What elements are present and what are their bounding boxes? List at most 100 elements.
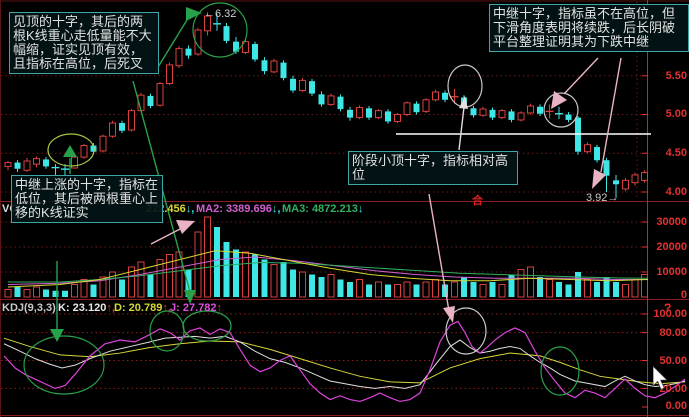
- price-axis-label: 4.50: [665, 147, 687, 159]
- volume-bar: [394, 284, 401, 298]
- up-arrow-icon: ↑,: [162, 302, 171, 314]
- candle-up: [156, 83, 164, 106]
- volume-bar: [537, 277, 543, 297]
- candle-up: [622, 179, 629, 190]
- volume-bar: [517, 269, 525, 298]
- volume-bar: [527, 266, 534, 298]
- volume-bar: [119, 279, 125, 297]
- candle-up: [356, 107, 363, 119]
- volume-bar: [584, 279, 591, 298]
- volume-bar: [280, 262, 287, 297]
- volume-bar: [594, 282, 600, 297]
- candle-down: [14, 162, 21, 169]
- peak-price-label: ←6.32: [204, 8, 237, 20]
- volume-axis-label: 30000: [656, 216, 687, 228]
- up-arrow-icon: ↑: [216, 302, 222, 314]
- candle-down: [280, 62, 287, 79]
- volume-axis-label: 20000: [656, 241, 687, 253]
- candle-down: [470, 108, 477, 116]
- annotation-circle: [23, 335, 105, 395]
- volume-bar: [252, 254, 258, 297]
- volume-bar: [403, 281, 411, 298]
- candle-down: [366, 108, 372, 118]
- candle-down: [613, 180, 619, 185]
- annotation-arrow-shaft: [428, 193, 450, 312]
- volume-bar: [62, 290, 68, 297]
- candle-up: [109, 122, 116, 137]
- candle-up: [166, 64, 173, 85]
- candle-up: [641, 172, 648, 181]
- annotation-arrow-head: [443, 306, 455, 323]
- volume-axis-label: 0: [680, 289, 687, 301]
- candle-down: [537, 106, 543, 114]
- volume-bar: [147, 274, 154, 297]
- watermark-glyph: 合: [472, 195, 483, 207]
- volume-bar: [327, 274, 335, 298]
- volume-bar: [565, 284, 572, 297]
- volume-bar: [337, 279, 344, 297]
- volume-bar: [214, 227, 220, 297]
- volume-bar: [90, 284, 97, 297]
- volume-bar: [461, 277, 467, 297]
- down-arrow-icon: ↓,: [185, 203, 195, 215]
- volume-bar: [347, 282, 353, 297]
- k-number: K: 23.120: [58, 302, 107, 314]
- down-arrow-icon: ↓,: [271, 203, 281, 215]
- price-axis-label: 5.50: [665, 70, 687, 82]
- candle-up: [422, 99, 430, 112]
- annotation-arrow-head: [176, 220, 195, 234]
- volume-bar: [233, 249, 239, 297]
- volume-bar: [270, 264, 278, 298]
- volume-bar: [385, 284, 391, 297]
- volume-bar: [99, 276, 107, 298]
- d-number: D: 20.789: [114, 302, 163, 314]
- candle-down: [565, 114, 572, 120]
- red-question-marker: ?: [664, 301, 672, 315]
- candle-up: [194, 29, 202, 55]
- annotation-circle: [543, 92, 579, 128]
- annotation-arrow-head: [186, 7, 202, 21]
- candle-up: [517, 112, 525, 121]
- mouse-cursor: [652, 365, 671, 397]
- annotation-circle: [445, 307, 487, 355]
- annotation-box-minor-top: 阶段小顶十字，指标相对高位: [348, 151, 518, 185]
- candle-down: [603, 160, 610, 176]
- vol-ma3-number: MA3: 4872.213: [282, 203, 358, 215]
- volume-bar: [299, 271, 306, 298]
- kdj-k-line: [3, 335, 686, 389]
- annotation-arrow-head: [551, 91, 567, 109]
- candle-down: [489, 109, 496, 118]
- annotation-box-continuation-doji: 中继十字，指标虽不在高位，但下滑角度表明将续跌，后长阴破平台整理证明其为下跌中继: [489, 4, 689, 52]
- candle-up: [204, 15, 211, 32]
- volume-bar: [4, 289, 12, 298]
- candle-up: [432, 91, 439, 101]
- volume-bar: [242, 251, 249, 298]
- volume-bar: [204, 216, 211, 298]
- candle-up: [375, 110, 382, 119]
- candle-down: [318, 94, 325, 105]
- candle-down: [43, 159, 49, 167]
- candle-up: [23, 160, 31, 171]
- volume-ma3-line: [8, 261, 649, 283]
- up-arrow-icon: ↑,: [106, 302, 115, 314]
- candle-up: [527, 105, 534, 114]
- kdj-d-line: [3, 337, 686, 385]
- volume-bar: [43, 289, 49, 297]
- kdj-axis-label: 50.00: [659, 355, 687, 367]
- candle-down: [347, 109, 353, 118]
- annotation-arrow-shaft: [150, 227, 183, 245]
- volume-axis-label: 10000: [656, 266, 687, 278]
- volume-bar: [318, 277, 325, 297]
- annotation-arrow-shaft: [154, 14, 191, 73]
- volume-bar: [422, 281, 430, 298]
- kdj-axis-label: 0.00: [665, 400, 687, 412]
- annotation-arrow-head: [50, 329, 64, 342]
- volume-bar: [631, 279, 639, 298]
- volume-bar: [14, 287, 21, 297]
- candle-up: [175, 48, 183, 67]
- candle-down: [119, 123, 125, 131]
- candle-up: [584, 144, 591, 153]
- volume-bar: [223, 242, 230, 297]
- kdj-axis-label: 80.00: [659, 327, 687, 339]
